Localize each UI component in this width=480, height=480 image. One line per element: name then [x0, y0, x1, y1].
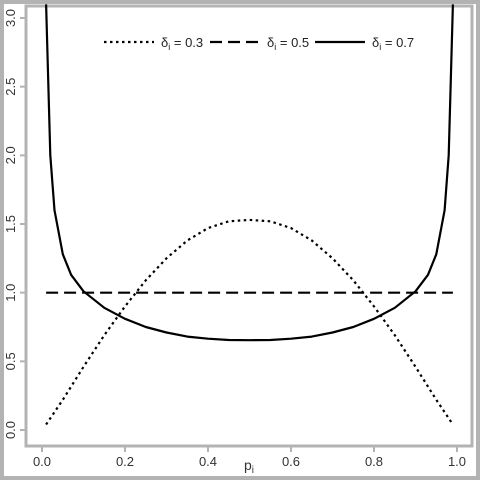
series-line-dotted: [45, 218, 454, 426]
x-tick-label: 0.6: [282, 454, 300, 469]
legend-label: δi = 0.3: [161, 35, 203, 52]
x-axis-label: pi: [244, 457, 254, 476]
y-tick-label: 3.0: [3, 9, 18, 27]
x-tick-label: 0.2: [116, 454, 134, 469]
legend: δi = 0.3 δi = 0.5 δi = 0.7: [104, 35, 414, 52]
y-axis: 0.0 0.5 1.0 1.5 2.0 2.5 3.0: [3, 9, 26, 439]
legend-label: δi = 0.5: [267, 35, 309, 52]
y-tick-label: 0.0: [3, 421, 18, 439]
y-tick-label: 0.5: [3, 352, 18, 370]
x-tick-label: 1.0: [448, 454, 466, 469]
x-tick-label: 0.4: [199, 454, 217, 469]
y-tick-label: 1.5: [3, 215, 18, 233]
y-tick-label: 2.5: [3, 78, 18, 96]
legend-label: δi = 0.7: [372, 35, 414, 52]
y-tick-label: 2.0: [3, 146, 18, 164]
y-tick-label: 1.0: [3, 284, 18, 302]
x-tick-label: 0.0: [33, 454, 51, 469]
series-line-solid: [45, 4, 454, 342]
series-layer: [45, 4, 454, 426]
plot-box: [24, 4, 474, 448]
x-axis: 0.0 0.2 0.4 0.6 0.8 1.0: [33, 446, 466, 469]
x-tick-label: 0.8: [365, 454, 383, 469]
